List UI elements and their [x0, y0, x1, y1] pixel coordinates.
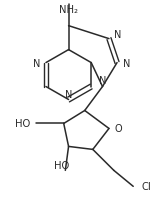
Text: O: O — [114, 124, 122, 134]
Text: N: N — [114, 29, 122, 39]
Text: NH₂: NH₂ — [59, 5, 78, 15]
Text: N: N — [99, 75, 106, 85]
Text: N: N — [65, 89, 72, 99]
Text: HO: HO — [54, 161, 70, 171]
Text: HO: HO — [15, 119, 30, 129]
Text: N: N — [123, 58, 130, 68]
Text: N: N — [33, 58, 40, 68]
Text: Cl: Cl — [141, 181, 151, 191]
